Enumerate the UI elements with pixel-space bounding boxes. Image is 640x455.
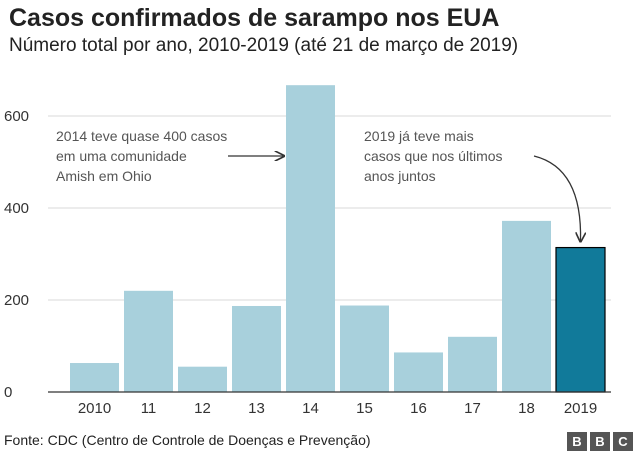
x-tick-label: 2019 xyxy=(564,400,597,417)
bar xyxy=(232,305,281,392)
x-tick-label: 18 xyxy=(518,400,535,417)
x-tick-label: 13 xyxy=(248,400,265,417)
bar-chart: 0 200 400 600 2010 11 12 13 14 15 16 17 18 2019 2014 t… xyxy=(4,85,611,417)
annotation-arrow-2019 xyxy=(533,155,581,242)
x-tick-label: 11 xyxy=(141,400,157,417)
y-tick-label: 600 xyxy=(4,108,29,125)
x-tick-label: 15 xyxy=(356,400,373,417)
y-tick-label: 400 xyxy=(4,200,29,217)
bar xyxy=(286,85,335,393)
x-tick-label: 16 xyxy=(410,400,427,417)
bbc-logo-letter: B xyxy=(567,432,587,451)
bbc-logo-letter: B xyxy=(590,432,610,451)
x-tick-label: 17 xyxy=(464,400,481,417)
source-note: Fonte: CDC (Centro de Controle de Doença… xyxy=(4,432,371,448)
bar xyxy=(124,290,173,392)
bar xyxy=(394,352,443,392)
bar xyxy=(70,363,119,392)
annotation-2019: 2019 já teve mais casos que nos últimos an… xyxy=(364,128,503,184)
bar xyxy=(555,246,606,393)
chart-title: Casos confirmados de sarampo nos EUA xyxy=(9,4,500,32)
bbc-logo: B B C xyxy=(567,432,633,451)
y-tick-label: 0 xyxy=(4,384,12,401)
x-tick-label: 14 xyxy=(302,400,319,417)
bar xyxy=(448,336,497,392)
chart-subtitle: Número total por ano, 2010-2019 (até 21 … xyxy=(9,35,519,56)
y-tick-label: 200 xyxy=(4,292,29,309)
x-tick-label: 12 xyxy=(194,400,211,417)
bar xyxy=(178,366,227,392)
bbc-logo-letter: C xyxy=(613,432,633,451)
annotation-2014: 2014 teve quase 400 casos em uma comunida… xyxy=(56,128,227,184)
bar xyxy=(502,220,551,392)
bar xyxy=(340,305,389,392)
x-tick-label: 2010 xyxy=(78,400,111,417)
